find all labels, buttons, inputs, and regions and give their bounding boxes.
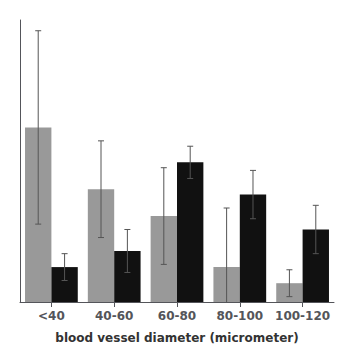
svg-text:40-60: 40-60 xyxy=(95,309,133,323)
svg-text:<40: <40 xyxy=(38,309,65,323)
svg-text:80-100: 80-100 xyxy=(216,309,263,323)
svg-text:100-120: 100-120 xyxy=(275,309,330,323)
svg-text:60-80: 60-80 xyxy=(158,309,196,323)
svg-text:blood vessel diameter (microme: blood vessel diameter (micrometer) xyxy=(55,331,298,345)
